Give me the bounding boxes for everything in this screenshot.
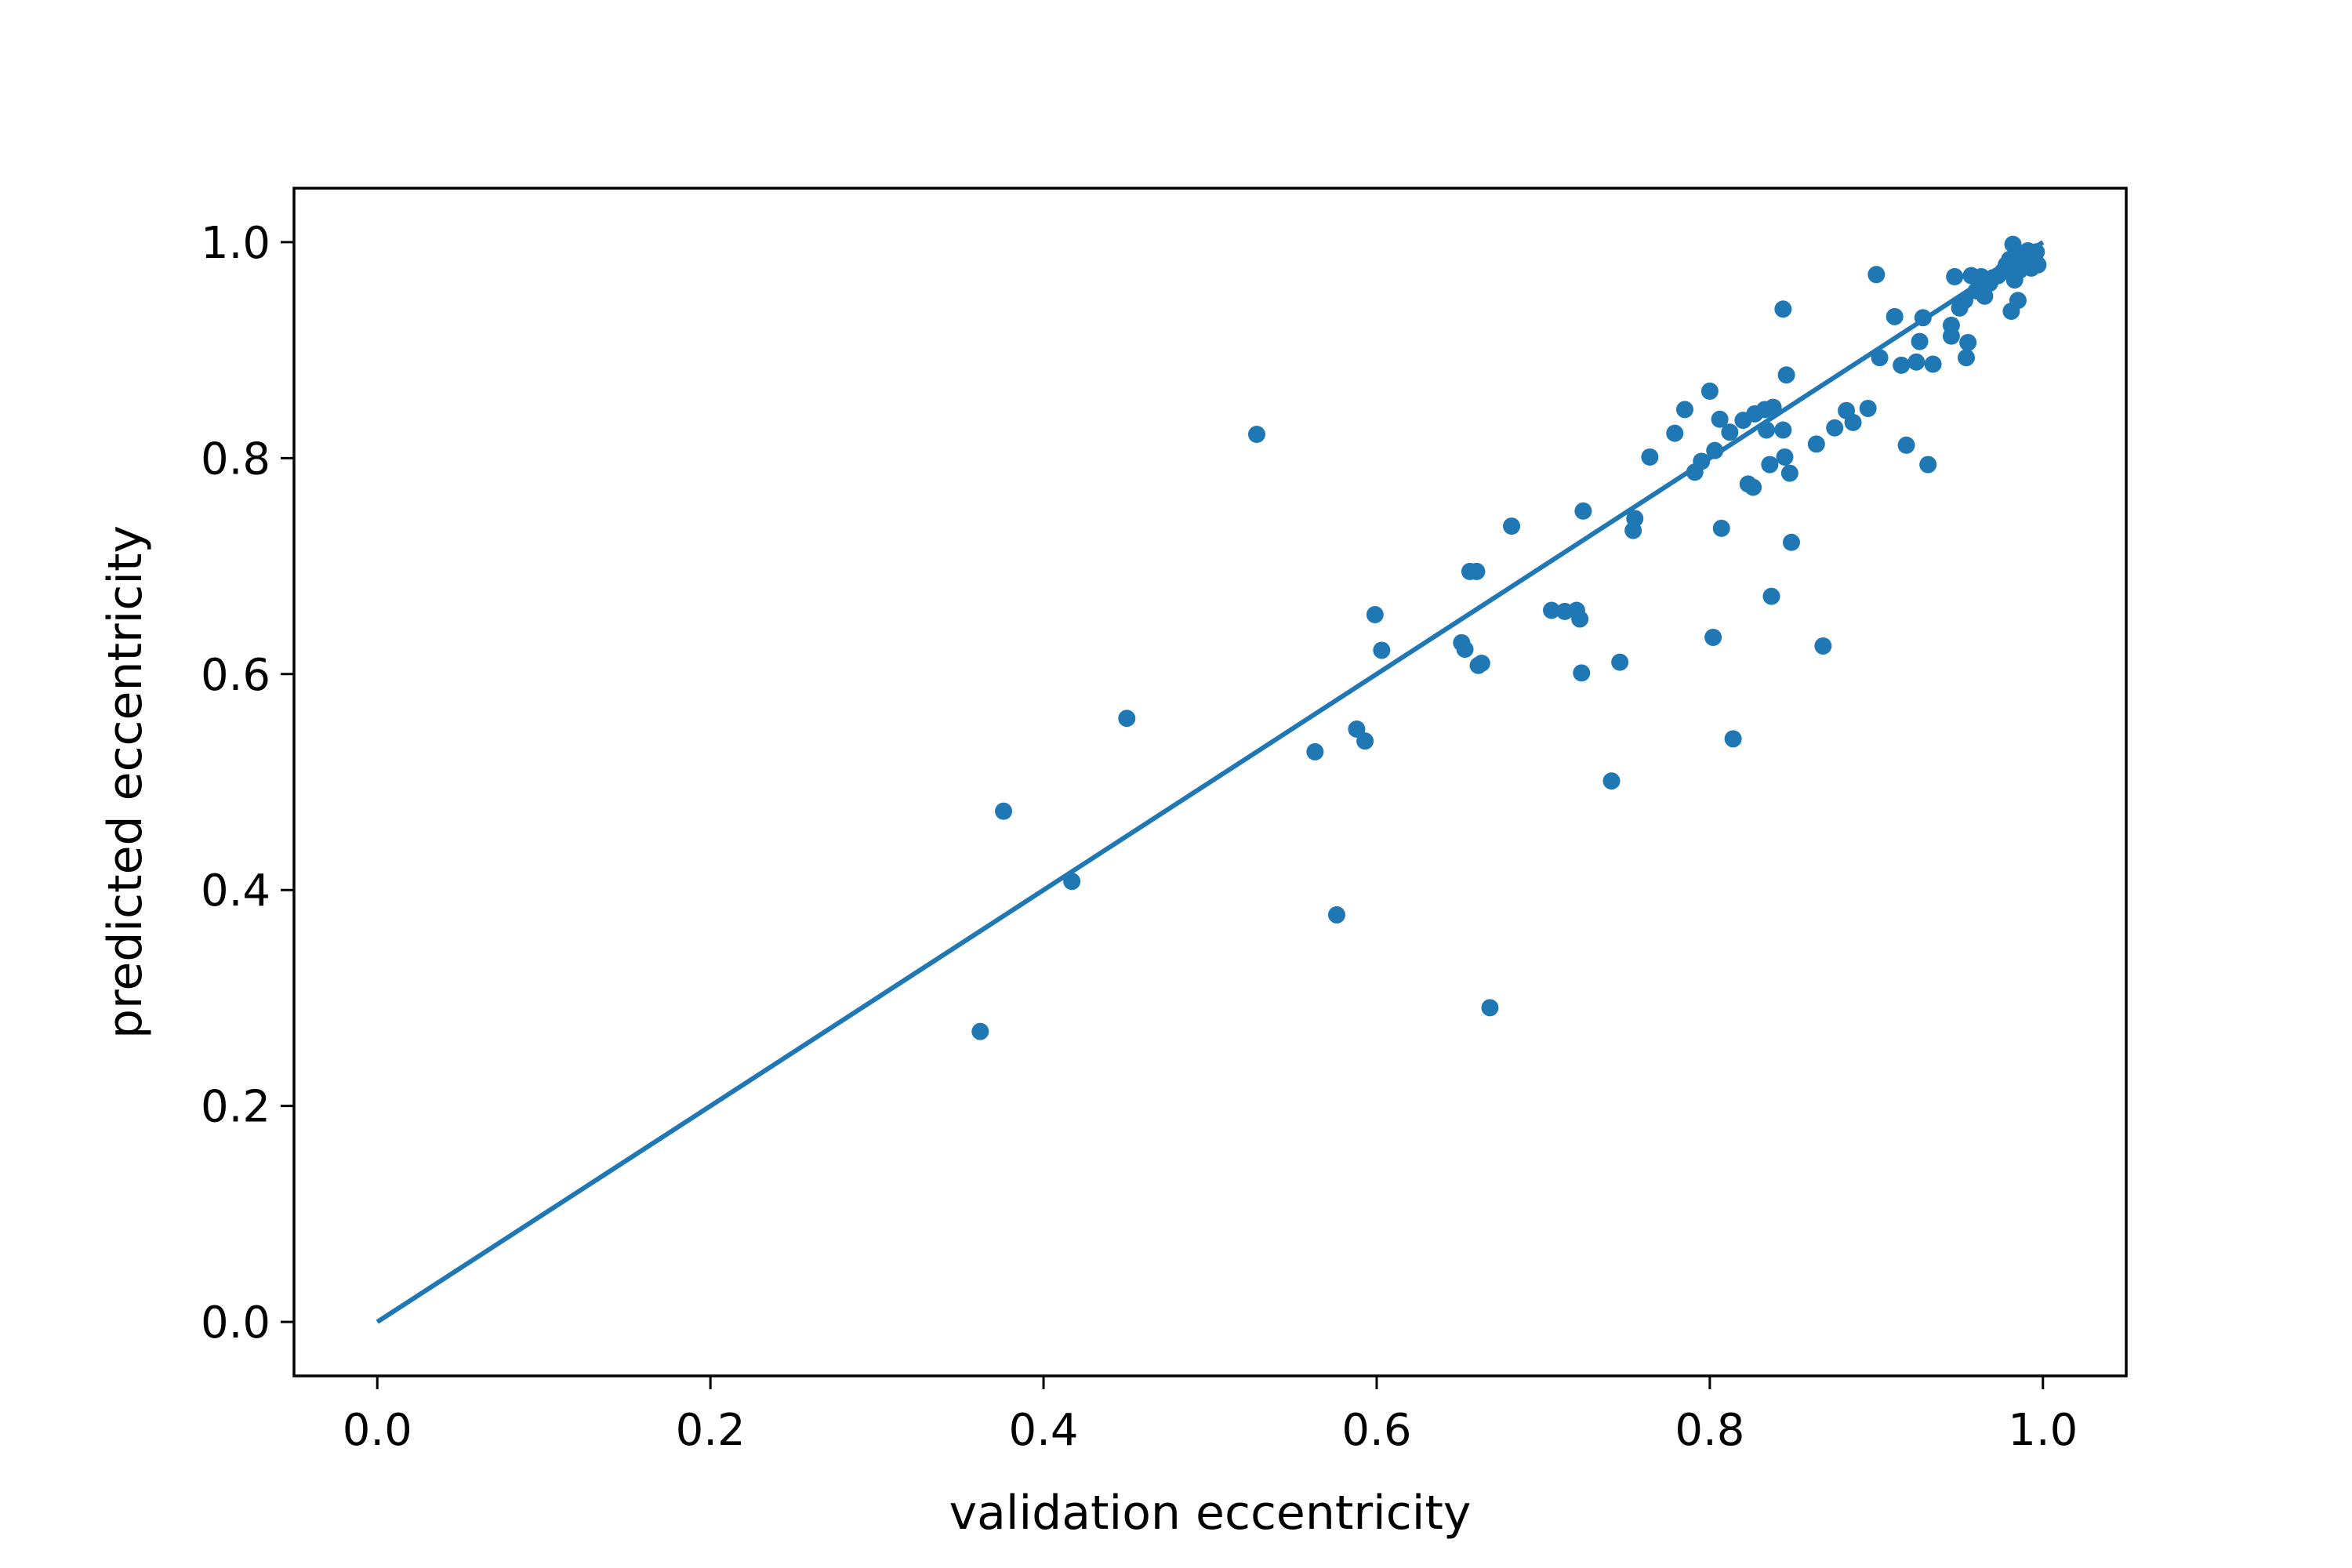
x-tick-label: 0.0: [343, 1405, 412, 1456]
y-tick-label: 0.2: [201, 1082, 270, 1133]
data-point: [1897, 436, 1915, 454]
data-point: [1366, 606, 1384, 624]
data-point: [1911, 332, 1929, 350]
data-point: [1503, 517, 1521, 535]
data-point: [1844, 413, 1862, 431]
data-point: [1724, 730, 1742, 748]
data-point: [1675, 401, 1693, 419]
data-point: [1306, 742, 1324, 760]
data-point: [1780, 464, 1798, 482]
data-point: [1373, 641, 1391, 659]
data-point: [1774, 421, 1792, 439]
data-point: [1744, 478, 1762, 496]
data-point: [1543, 601, 1561, 619]
reference-line: [376, 240, 2045, 1324]
data-point: [1782, 533, 1800, 551]
data-point: [1468, 562, 1486, 580]
data-point: [995, 802, 1013, 820]
data-point: [1976, 287, 1994, 305]
data-point: [1776, 448, 1794, 466]
x-tick-label: 0.4: [1009, 1405, 1079, 1456]
data-point: [1611, 653, 1629, 671]
x-axis-title: validation eccentricity: [949, 1486, 1472, 1541]
data-point: [1700, 382, 1719, 400]
x-tick-label: 0.6: [1341, 1405, 1411, 1456]
data-point: [1481, 999, 1499, 1017]
x-tick-label: 0.2: [676, 1405, 746, 1456]
y-tick-label: 0.8: [201, 434, 270, 485]
data-point: [1886, 307, 1904, 325]
data-point: [1762, 587, 1780, 605]
data-point: [1571, 610, 1589, 628]
data-point: [1959, 333, 1977, 351]
data-point: [1472, 655, 1490, 672]
data-point: [1942, 316, 1960, 334]
data-point: [1711, 410, 1729, 428]
data-point: [1814, 637, 1832, 655]
data-point: [1859, 399, 1877, 417]
x-axis-ticks: 0.0 0.2 0.4 0.6 0.8 1.0: [343, 1376, 2078, 1456]
data-point: [1893, 356, 1911, 374]
data-point: [1924, 355, 1942, 373]
x-tick-label: 1.0: [2008, 1405, 2078, 1456]
data-point: [1712, 519, 1730, 537]
data-point: [1774, 300, 1792, 318]
reference-line-layer: [376, 240, 2045, 1324]
data-point: [1777, 366, 1795, 384]
data-point: [1602, 772, 1621, 790]
data-point: [1641, 448, 1659, 466]
data-points: [971, 235, 2047, 1040]
data-point: [1456, 641, 1474, 659]
data-point: [1626, 510, 1644, 528]
data-point: [1721, 423, 1739, 441]
data-point: [1247, 426, 1265, 444]
data-point: [1356, 732, 1374, 750]
data-point: [1761, 456, 1779, 474]
y-tick-label: 0.0: [201, 1298, 270, 1348]
y-tick-label: 0.6: [201, 650, 270, 701]
data-point: [1807, 435, 1825, 453]
data-point: [1958, 349, 1976, 367]
data-point: [1946, 267, 1964, 285]
y-axis-title: predicted eccentricity: [98, 525, 153, 1039]
plot-frame: [292, 187, 2128, 1377]
x-tick-label: 0.8: [1675, 1405, 1744, 1456]
data-point: [2029, 256, 2047, 274]
y-tick-label: 1.0: [201, 218, 270, 269]
data-point: [1867, 266, 1886, 284]
data-point: [2009, 292, 2027, 310]
data-point: [1574, 502, 1592, 520]
data-point: [1704, 628, 1722, 646]
data-point: [1666, 424, 1684, 442]
data-point: [1826, 419, 1844, 437]
data-point: [1118, 710, 1136, 728]
data-point: [1907, 353, 1926, 371]
data-point: [1573, 664, 1591, 682]
y-tick-label: 0.4: [201, 866, 270, 916]
data-point: [1919, 456, 1937, 474]
y-axis-ticks: 0.0 0.2 0.4 0.6 0.8 1.0: [201, 218, 294, 1348]
data-point: [971, 1022, 989, 1040]
data-point: [1327, 906, 1345, 924]
